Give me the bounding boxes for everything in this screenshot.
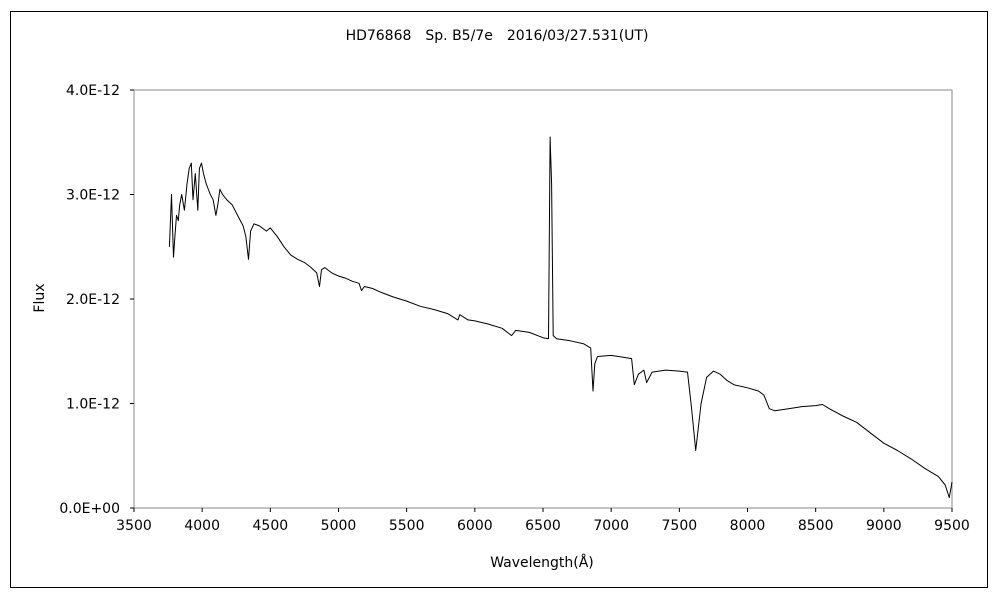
y-tick-label: 2.0E-12 [66, 292, 120, 308]
y-tick-label: 3.0E-12 [66, 188, 120, 204]
x-tick-label: 4500 [253, 518, 289, 534]
x-tick-label: 6000 [457, 518, 493, 534]
y-axis-ticks: 0.0E+00 1.0E-12 2.0E-12 3.0E-12 4.0E-12 [59, 83, 134, 517]
x-tick-label: 8000 [730, 518, 766, 534]
x-tick-label: 6500 [525, 518, 561, 534]
x-tick-label: 3500 [116, 518, 152, 534]
series-group [168, 136, 953, 499]
x-tick-label: 5000 [321, 518, 357, 534]
x-tick-label: 9500 [934, 518, 970, 534]
x-tick-label: 9000 [866, 518, 902, 534]
x-tick-label: 8500 [798, 518, 834, 534]
y-axis-label: Flux [32, 283, 48, 312]
x-tick-label: 7500 [662, 518, 698, 534]
y-tick-label: 4.0E-12 [66, 83, 120, 99]
x-axis-label: Wavelength(Å) [490, 554, 594, 571]
spectrum-line [168, 136, 953, 499]
chart-frame [10, 11, 988, 588]
chart-title: HD76868 Sp. B5/7e 2016/03/27.531(UT) [346, 28, 649, 44]
y-tick-label: 1.0E-12 [66, 397, 120, 413]
y-tick-label: 0.0E+00 [59, 501, 120, 517]
x-axis-ticks: 3500 4000 4500 5000 5500 6000 6500 7000 7500 8000… [116, 508, 970, 534]
plot-area [133, 89, 953, 509]
x-tick-label: 4000 [184, 518, 220, 534]
x-tick-label: 5500 [389, 518, 425, 534]
x-tick-label: 7000 [593, 518, 629, 534]
